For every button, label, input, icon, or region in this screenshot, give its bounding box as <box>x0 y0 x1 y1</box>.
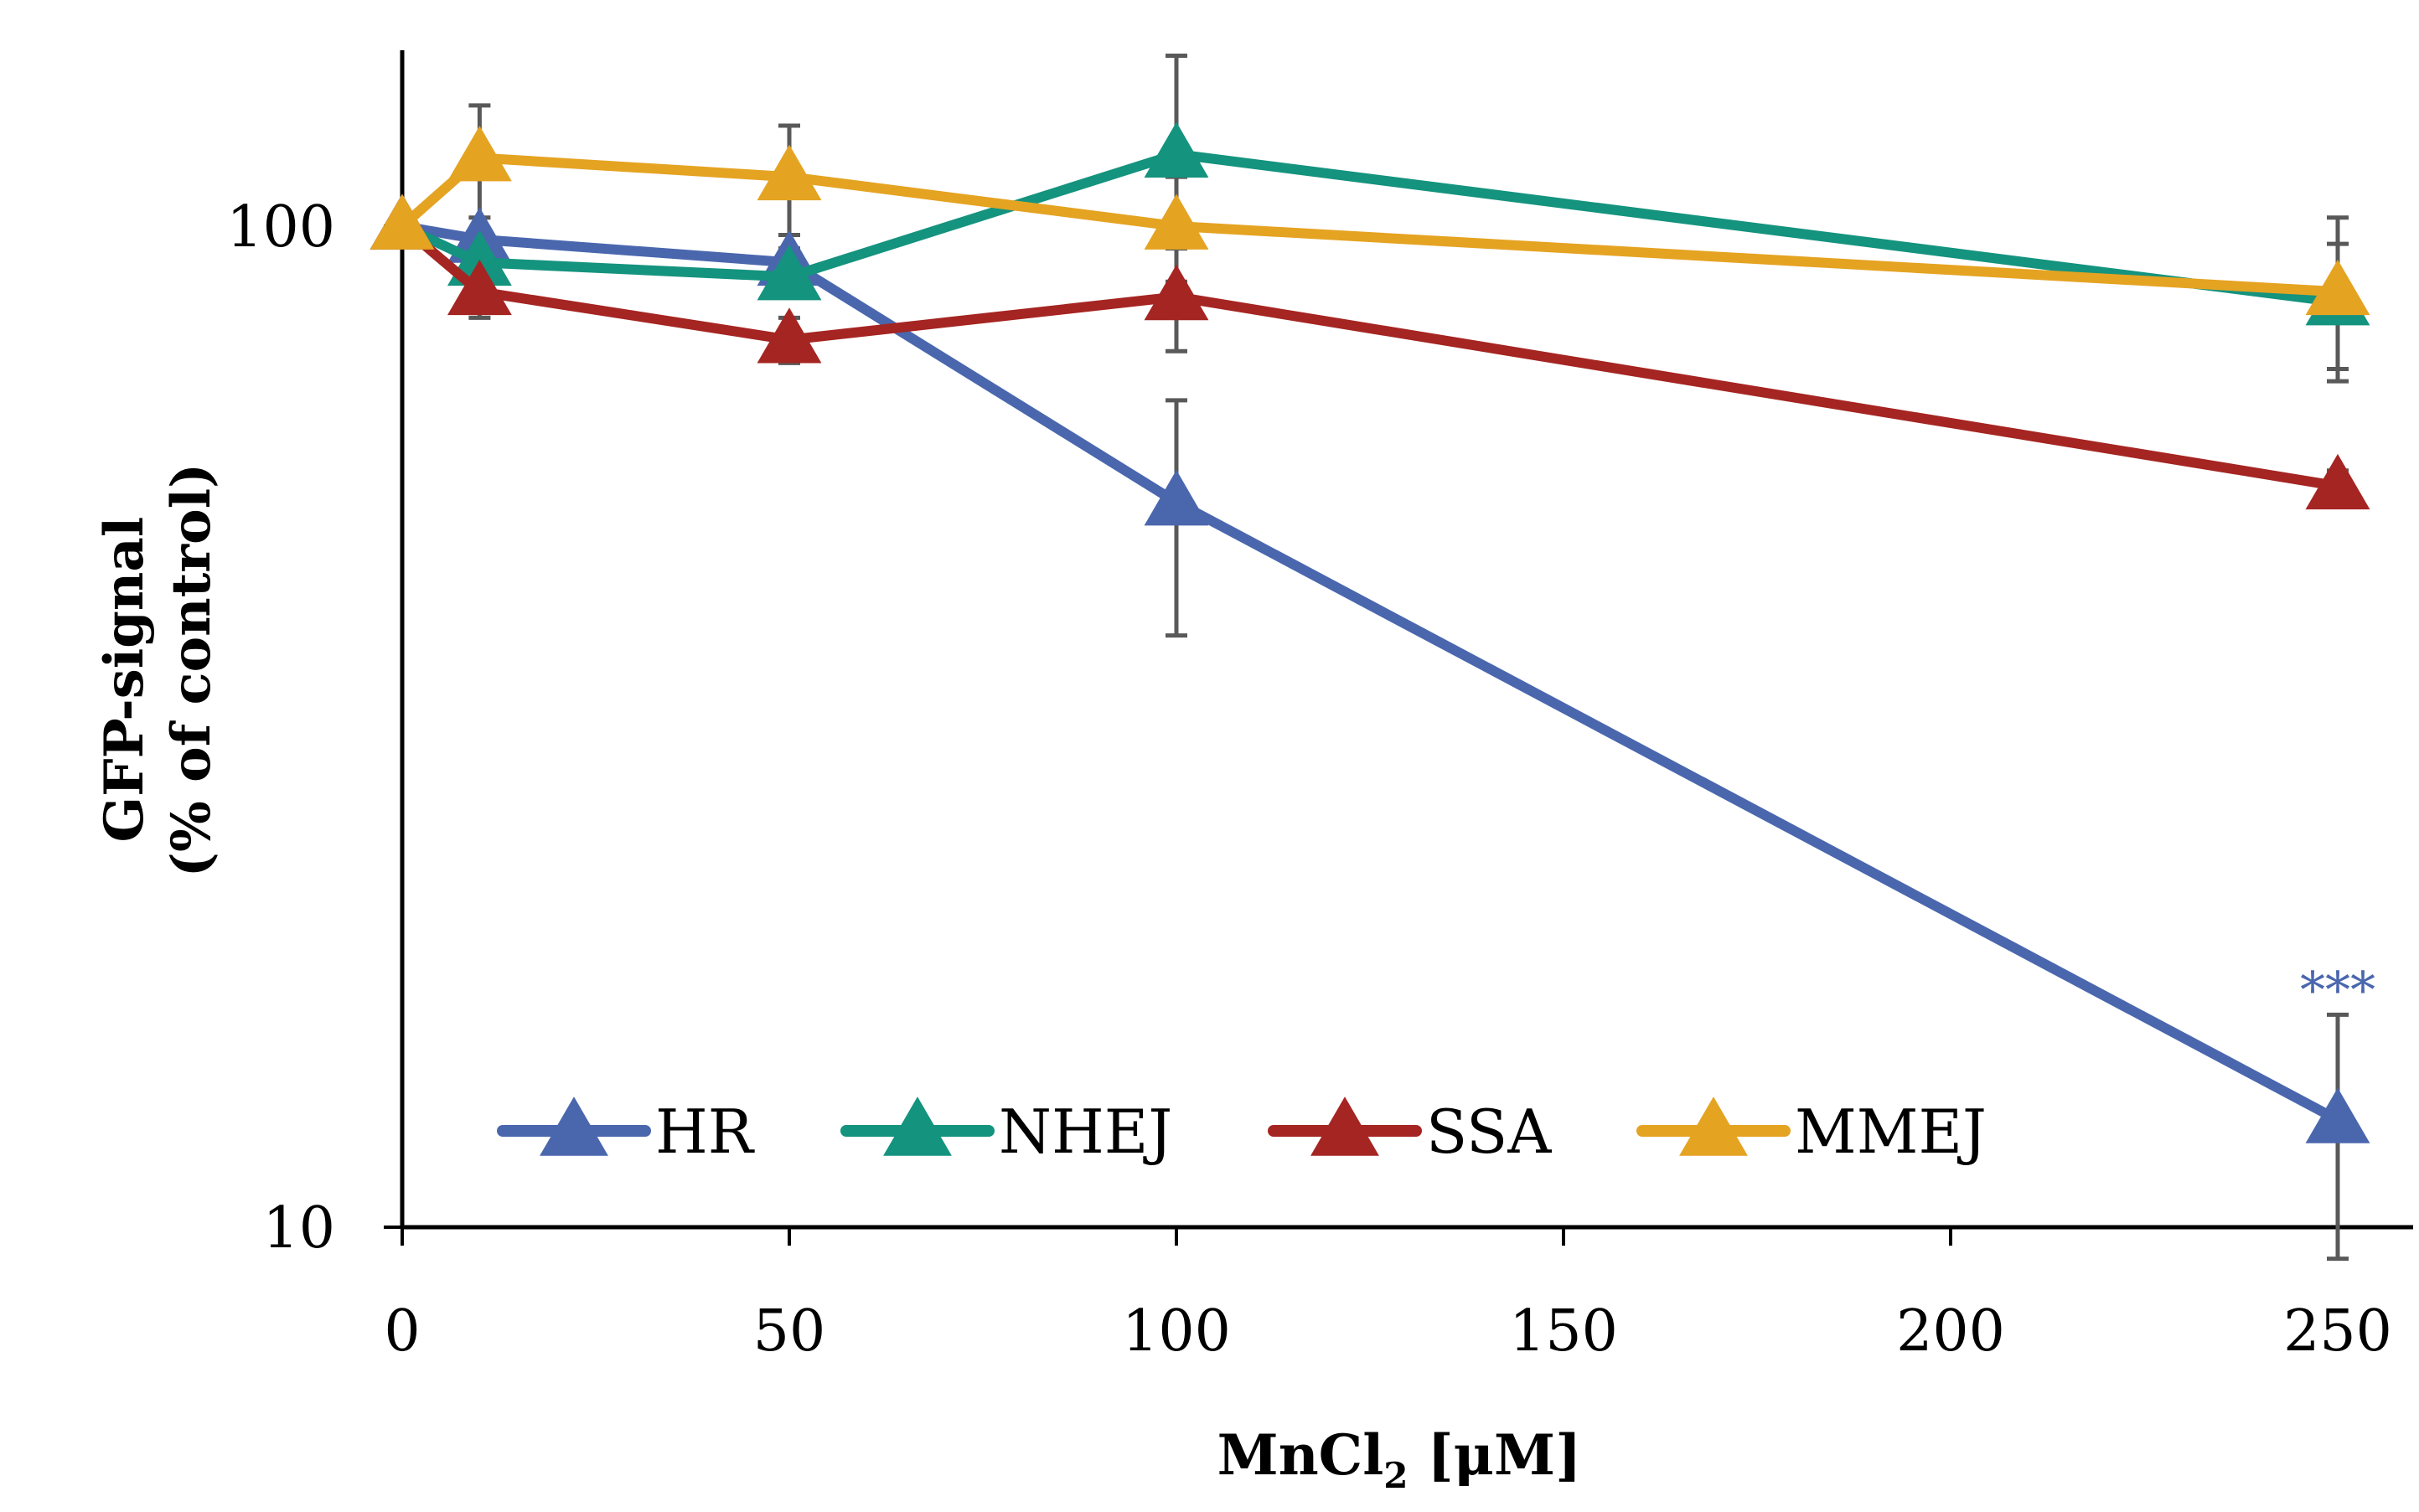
data-point-ssa <box>2305 453 2370 510</box>
data-point-ssa <box>447 259 512 316</box>
y-axis-label: GFP-signal (% of control) <box>93 463 223 878</box>
series-mmej <box>370 126 2370 316</box>
x-tick-label: 100 <box>1122 1298 1231 1365</box>
legend-marker-nhej <box>883 1097 952 1156</box>
x-axis-label-subscript: 2 <box>1383 1455 1408 1496</box>
data-point-mmej <box>370 194 435 250</box>
y-tick-label: 10 <box>262 1195 335 1262</box>
data-point-nhej <box>757 245 822 301</box>
legend-label-ssa: SSA <box>1426 1097 1552 1167</box>
legend-marker-ssa <box>1310 1097 1379 1156</box>
series-hr <box>370 194 2370 1143</box>
significance-annotation: *** <box>2300 962 2375 1020</box>
legend-marker-mmej <box>1679 1097 1748 1156</box>
series-ssa <box>370 194 2370 510</box>
data-point-mmej <box>2305 259 2370 316</box>
series-line-hr <box>397 221 2343 1125</box>
legend: HR NHEJ SSA MMEJ <box>497 1097 1987 1167</box>
data-point-mmej <box>757 144 822 201</box>
data-point-hr <box>1144 470 1209 526</box>
x-tick-label: 0 <box>384 1298 420 1365</box>
legend-marker-hr <box>540 1097 608 1156</box>
data-point-mmej <box>447 126 512 182</box>
x-axis-label-main: MnCl <box>1217 1422 1384 1488</box>
legend-label-mmej: MMEJ <box>1795 1097 1987 1167</box>
series-nhej <box>370 121 2370 326</box>
axes <box>400 50 2413 1230</box>
data-point-hr <box>2305 1087 2370 1143</box>
legend-label-nhej: NHEJ <box>999 1097 1172 1167</box>
y-tick-label: 100 <box>226 194 335 261</box>
legend-item-mmej: MMEJ <box>1636 1097 1987 1167</box>
data-point-ssa <box>757 307 822 364</box>
legend-item-hr: HR <box>497 1097 755 1167</box>
y-axis-label-line1: GFP-signal <box>93 517 156 843</box>
data-point-ssa <box>1144 264 1209 321</box>
legend-label-hr: HR <box>655 1097 755 1167</box>
legend-item-ssa: SSA <box>1268 1097 1552 1167</box>
data-point-mmej <box>1144 194 1209 250</box>
data-point-nhej <box>1144 121 1209 178</box>
x-tick-label: 250 <box>2283 1298 2392 1365</box>
x-axis-label-unit: [μM] <box>1408 1422 1582 1488</box>
x-tick-label: 150 <box>1509 1298 1618 1365</box>
ticks: 0 50 100 150 200 250 10 100 <box>226 194 2392 1365</box>
x-tick-label: 50 <box>753 1298 826 1365</box>
legend-item-nhej: NHEJ <box>840 1097 1172 1167</box>
annotations: *** <box>2300 962 2375 1020</box>
series-layer <box>370 121 2370 1143</box>
y-axis-label-line2: (% of control) <box>160 463 223 878</box>
x-tick-label: 200 <box>1896 1298 2005 1365</box>
x-axis-label: MnCl2 [μM] <box>1217 1422 1582 1496</box>
